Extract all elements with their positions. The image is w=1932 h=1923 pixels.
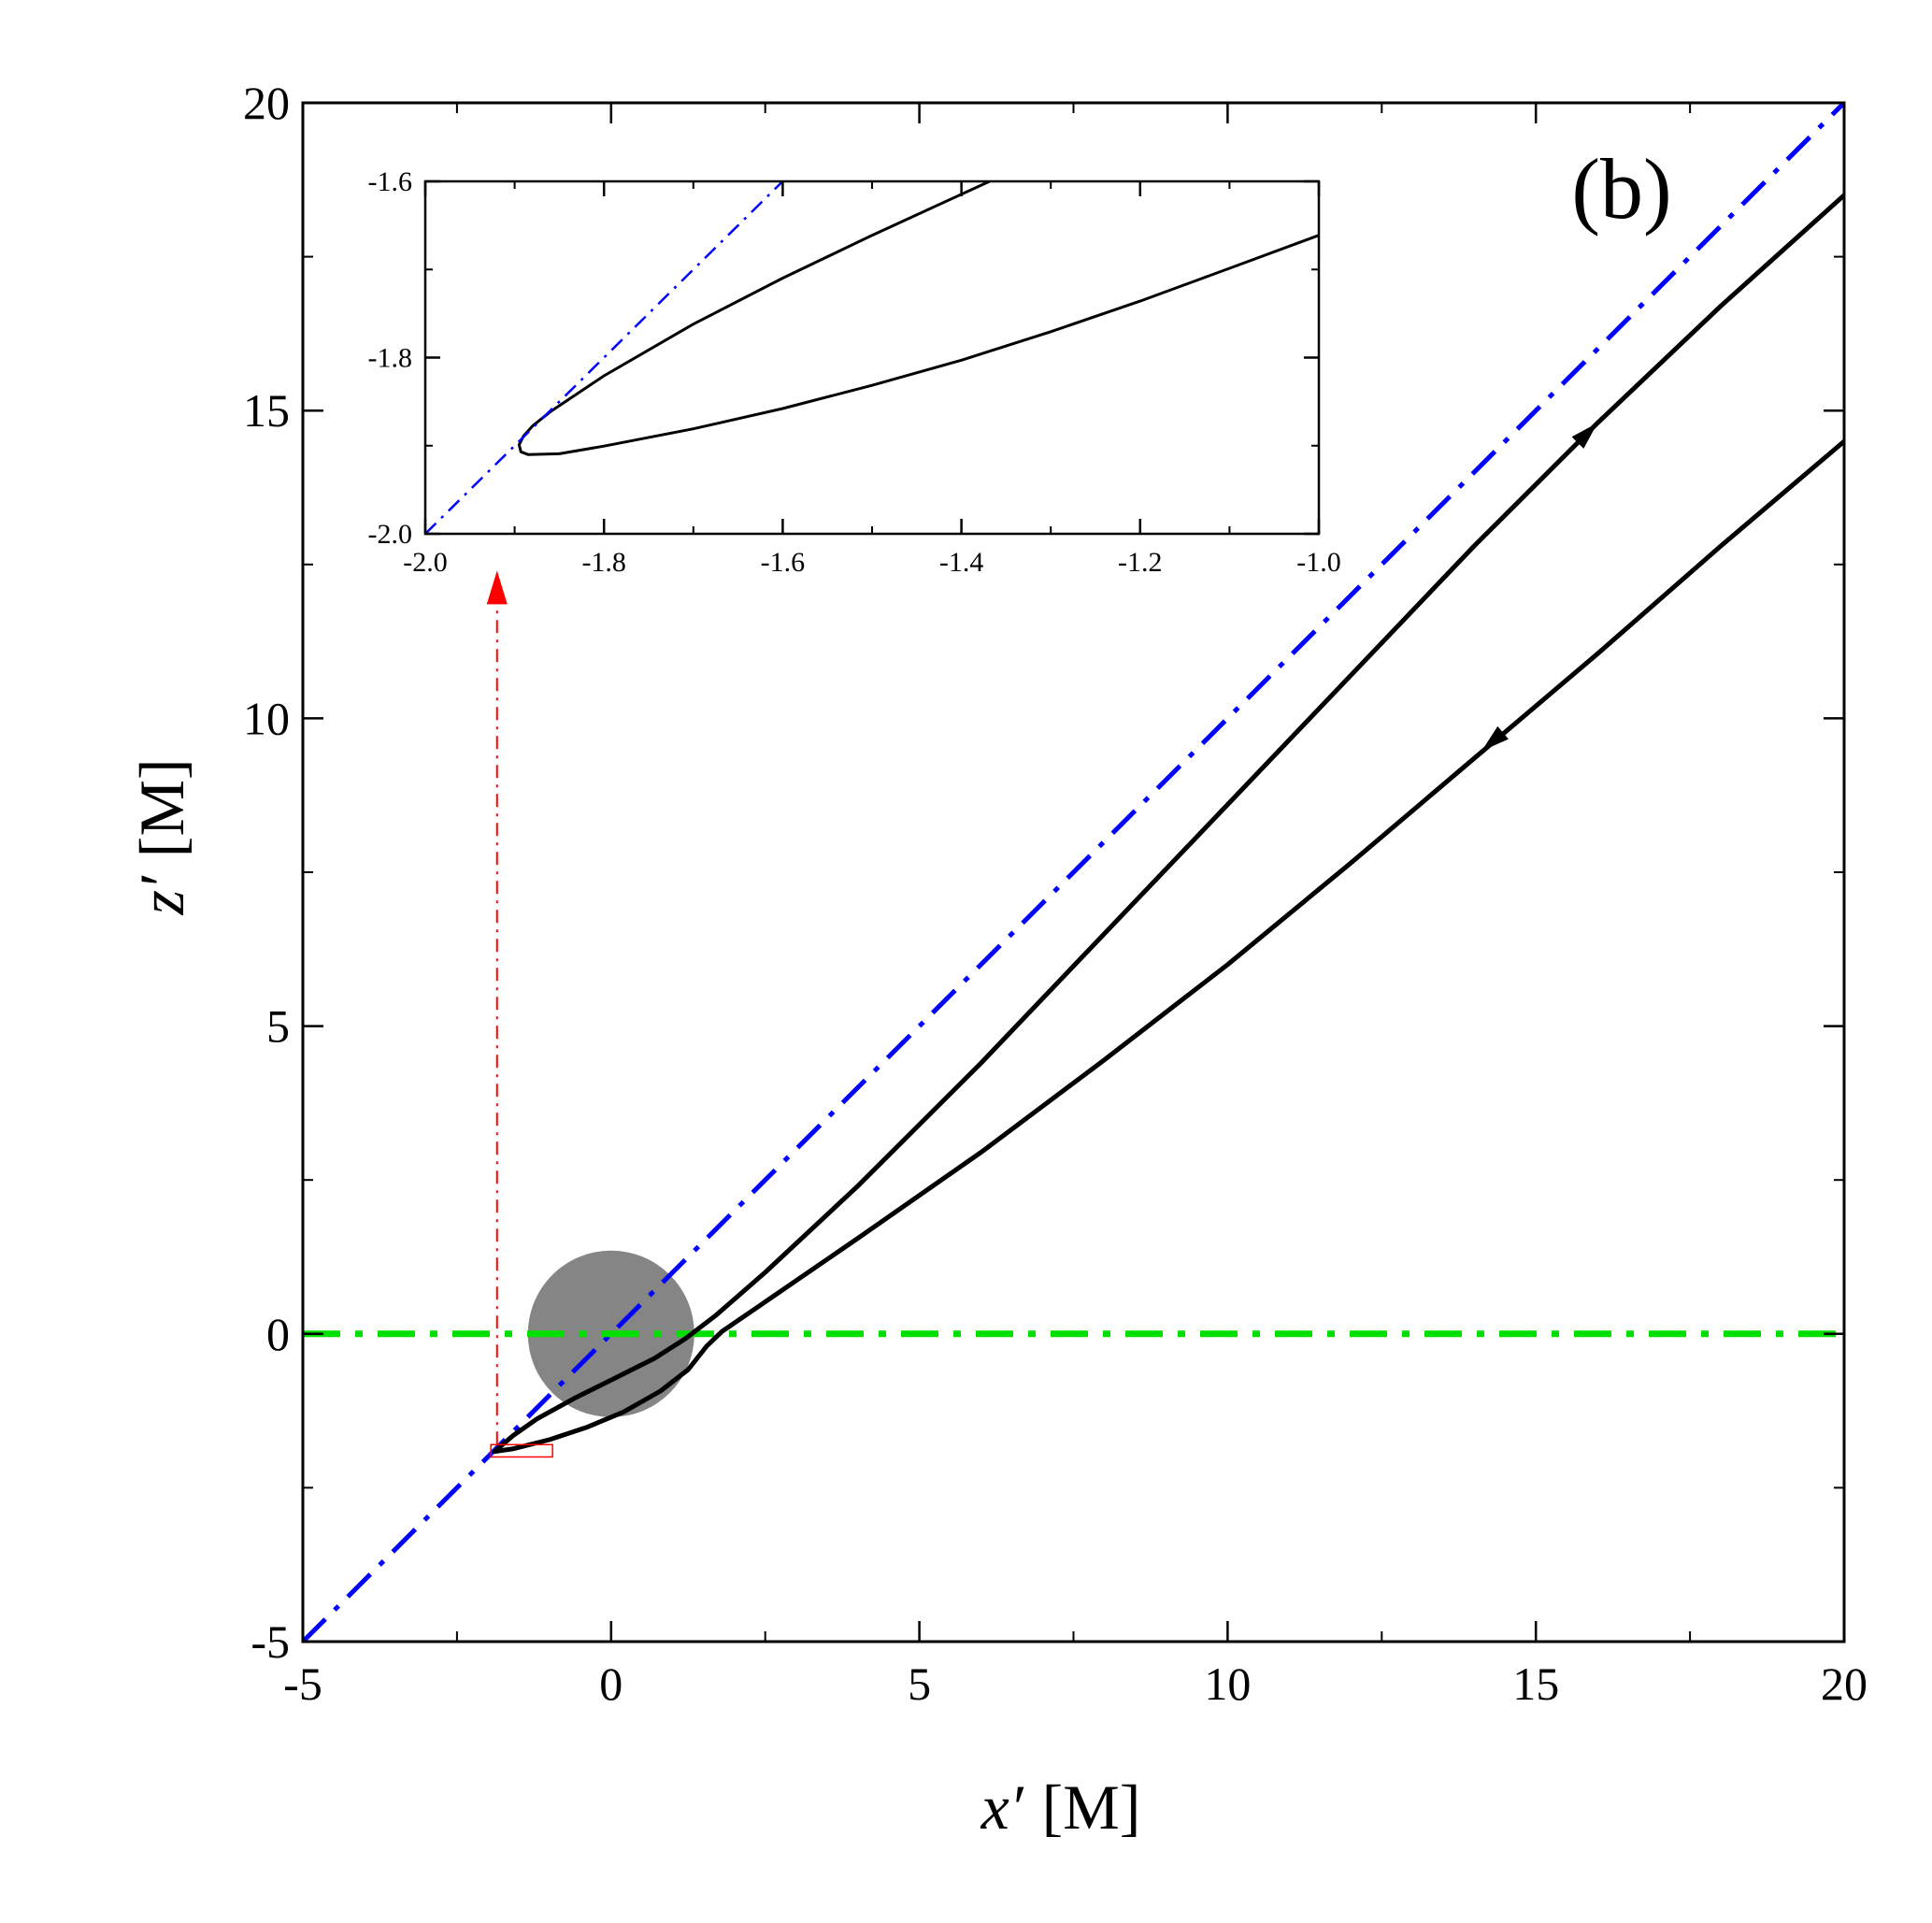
main-y-tick-label: 20 (243, 77, 290, 129)
inset-x-tick-label: -1.2 (1118, 547, 1163, 578)
main-y-tick-label: 5 (266, 1000, 290, 1053)
inset-y-tick-label: -1.8 (368, 343, 413, 374)
trajectory-incoming (492, 438, 1844, 1455)
main-x-tick-label: 5 (908, 1658, 931, 1710)
main-data-layer (303, 103, 1844, 1642)
arrow-incoming (1481, 725, 1509, 752)
inset-background (425, 181, 1319, 534)
x-axis-symbol: x′ (980, 1772, 1024, 1843)
inset-y-tick-label: -1.6 (368, 166, 413, 197)
panel-label: (b) (1571, 141, 1671, 237)
main-x-tick-label: 0 (599, 1658, 623, 1710)
x-axis-title: x′ [M] (980, 1772, 1141, 1843)
main-x-tick-label: 15 (1512, 1658, 1559, 1710)
arrow-outgoing (1571, 423, 1598, 449)
zoom-arrow-head (486, 570, 508, 605)
main-x-tick-label: -5 (283, 1658, 322, 1710)
blue-dashdot-line (303, 103, 1844, 1642)
zoom-box (490, 1443, 553, 1458)
main-y-tick-label: -5 (250, 1615, 290, 1668)
y-axis-title: z′ [M] (126, 758, 197, 915)
inset-x-tick-label: -1.0 (1296, 547, 1341, 578)
y-axis-unit: [M] (126, 758, 197, 857)
main-x-tick-label: 20 (1821, 1658, 1868, 1710)
main-y-tick-label: 0 (266, 1308, 290, 1360)
main-y-tick-label: 10 (243, 692, 290, 744)
inset-x-tick-label: -1.6 (761, 547, 806, 578)
main-x-tick-label: 10 (1204, 1658, 1251, 1710)
inset-x-tick-label: -1.4 (939, 547, 984, 578)
inset-data-layer (425, 181, 1319, 534)
inset-ticks: -2.0 -1.8 -1.6 -1.4 -1.2 -1.0 -2.0 -1.8 -1.6 (368, 166, 1341, 578)
inset-y-tick-label: -2.0 (368, 519, 413, 550)
y-axis-symbol: z′ (126, 875, 197, 915)
main-ticks: -5 0 5 10 15 20 -5 0 5 10 15 20 (243, 77, 1868, 1710)
trajectory-outgoing (492, 193, 1844, 1455)
inset-x-tick-label: -2.0 (403, 547, 448, 578)
main-y-tick-label: 15 (243, 384, 290, 437)
inset-trajectory (517, 181, 1319, 456)
inset-x-tick-label: -1.8 (581, 547, 626, 578)
x-axis-unit: [M] (1042, 1772, 1141, 1843)
